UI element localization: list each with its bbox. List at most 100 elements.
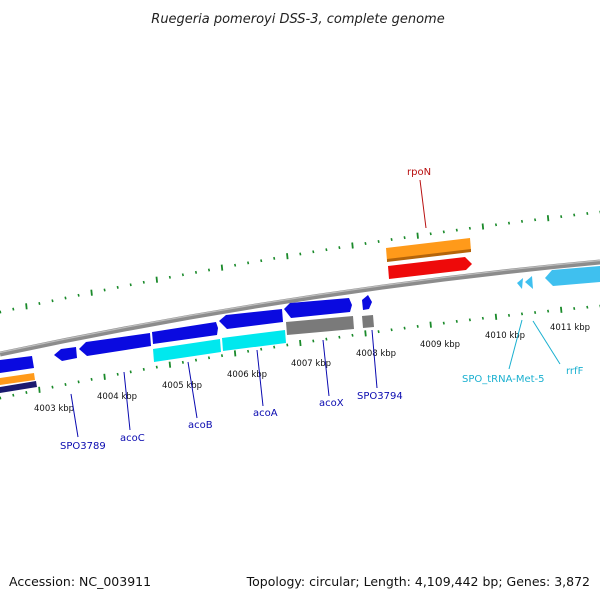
tick-minor (142, 280, 145, 284)
cds-spo3794-gray[interactable] (362, 315, 374, 328)
tick-major (546, 215, 550, 222)
gene-label-acoc[interactable]: acoC (120, 433, 145, 444)
tick-minor (560, 215, 563, 219)
tick-minor (494, 223, 498, 227)
tick-label: 4003 kbp (34, 404, 74, 414)
tick-minor (0, 396, 2, 400)
rna-features (517, 266, 600, 289)
tick-minor (338, 335, 341, 339)
tick-major (560, 306, 563, 313)
tick-minor (273, 256, 276, 260)
gene-label-rrff[interactable]: rrfF (566, 366, 584, 377)
tick-label: 4005 kbp (162, 381, 202, 391)
tick-minor (247, 261, 250, 265)
tick-major (103, 373, 106, 380)
tick-minor (286, 343, 289, 347)
tick-label: 4007 kbp (291, 359, 331, 369)
tick-minor (38, 302, 41, 305)
tick-major (429, 321, 432, 328)
cds-acox-gray[interactable] (286, 316, 354, 335)
gene-label-acob[interactable]: acoB (188, 420, 213, 431)
tick-minor (103, 288, 106, 292)
tick-major (416, 232, 419, 239)
tick-major (351, 242, 354, 249)
gene-label-group: SPO3789 acoC acoB acoA acoX SPO3794 rpoN… (60, 167, 584, 452)
gene-label-acox[interactable]: acoX (319, 398, 344, 409)
tick-minor (455, 319, 458, 323)
tick-minor (351, 333, 354, 337)
tick-major (286, 253, 289, 260)
tick-minor (481, 316, 484, 320)
tick-minor (534, 218, 537, 222)
tick-minor (12, 307, 15, 311)
gene-bar-rpon-orange-shadow (387, 249, 471, 262)
tick-minor (64, 296, 67, 300)
tick-major (364, 330, 367, 337)
gene-label-spo3789[interactable]: SPO3789 (60, 441, 106, 452)
tick-label: 4008 kbp (356, 349, 396, 359)
tick-minor (51, 385, 54, 389)
cds-acoa-cyan[interactable] (222, 330, 286, 351)
tick-major (220, 264, 224, 271)
tick-minor (129, 283, 132, 287)
tick-minor (129, 370, 132, 374)
tick-label: 4006 kbp (227, 370, 267, 380)
tick-minor (573, 213, 576, 217)
tick-minor (142, 367, 145, 371)
tick-minor (390, 328, 393, 332)
gene-label-trna-met[interactable]: SPO_tRNA-Met-5 (462, 374, 545, 385)
tick-minor (168, 275, 171, 279)
cds-acob-cyan[interactable] (153, 339, 221, 362)
tick-minor (390, 238, 393, 241)
tick-minor (442, 230, 445, 234)
gene-arrow-rpon-red[interactable] (388, 257, 472, 279)
tick-minor (260, 259, 263, 263)
tick-minor (520, 219, 524, 223)
tick-minor (77, 293, 80, 297)
tick-minor (194, 270, 198, 274)
tick-major (38, 386, 41, 393)
second-strand-features (153, 315, 374, 362)
feature-left-edge (0, 356, 37, 393)
gene-label-rpon[interactable]: rpoN (407, 167, 431, 178)
gene-arrow-acoc[interactable] (79, 333, 151, 356)
gene-bar-rpon-orange[interactable] (386, 238, 471, 261)
tick-minor (507, 221, 511, 225)
tick-minor (468, 318, 471, 322)
leader-acob (187, 361, 198, 419)
tick-minor (312, 250, 315, 254)
tick-minor (338, 246, 341, 250)
tick-minor (77, 380, 80, 384)
gene-arrow-spo3789[interactable] (54, 347, 77, 361)
genome-backbone (0, 259, 600, 357)
gene-arrow-acox[interactable] (284, 298, 352, 318)
gene-arrow-spo3794[interactable] (362, 295, 372, 310)
tick-label: 4004 kbp (97, 392, 137, 402)
tick-label: 4010 kbp (485, 331, 525, 341)
genome-backbone-highlight (0, 259, 600, 354)
tick-minor (416, 324, 419, 328)
tick-minor (299, 252, 302, 256)
gene-arrow-acob[interactable] (152, 322, 218, 344)
outer-tick-ring (0, 210, 600, 314)
tick-major (299, 339, 302, 347)
rrff-arrow-small[interactable] (525, 276, 533, 289)
tick-minor (534, 311, 537, 314)
tick-major (168, 361, 172, 368)
tick-minor (442, 321, 445, 325)
leader-rpon (419, 179, 427, 229)
leader-rrff (532, 320, 561, 365)
gene-label-spo3794[interactable]: SPO3794 (357, 391, 403, 402)
gene-arrow-left-orange (0, 373, 35, 385)
trna-met-arrow[interactable] (517, 278, 523, 289)
tick-minor (25, 391, 28, 394)
tick-minor (181, 360, 184, 364)
leader-acoc (123, 371, 131, 431)
rrna-arrow-large[interactable] (545, 266, 600, 286)
tick-minor (325, 248, 328, 252)
tick-minor (312, 339, 315, 343)
gene-label-acoa[interactable]: acoA (253, 408, 278, 419)
forward-strand-genes (54, 295, 372, 361)
gene-arrow-acoa[interactable] (219, 309, 283, 329)
